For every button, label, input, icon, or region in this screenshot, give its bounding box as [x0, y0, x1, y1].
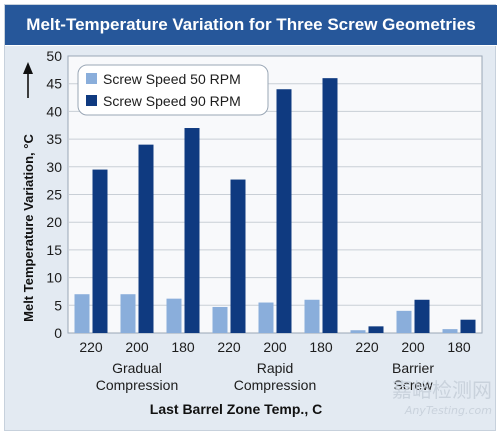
- x-tick-label: 200: [401, 339, 425, 355]
- y-tick-label: 5: [54, 297, 62, 313]
- bar-series-90rpm: [230, 179, 246, 333]
- y-tick-label: 25: [46, 187, 62, 203]
- group-label: Compression: [96, 377, 178, 393]
- bar-series-90rpm: [322, 78, 338, 333]
- bar-series-90rpm: [138, 144, 154, 333]
- x-tick-label: 220: [217, 339, 241, 355]
- chart-title: Melt-Temperature Variation for Three Scr…: [26, 15, 476, 34]
- y-tick-label: 0: [54, 325, 62, 341]
- y-tick-label: 35: [46, 131, 62, 147]
- bar-series-90rpm: [276, 89, 292, 334]
- x-tick-label: 200: [263, 339, 287, 355]
- group-label: Compression: [234, 377, 316, 393]
- x-tick-label: 220: [355, 339, 379, 355]
- y-tick-label: 30: [46, 159, 62, 175]
- group-label: Rapid: [257, 360, 294, 376]
- title-bar: Melt-Temperature Variation for Three Scr…: [5, 5, 497, 46]
- y-axis-title: Melt Temperature Variation, °C: [21, 134, 36, 322]
- legend-label: Screw Speed 50 RPM: [103, 71, 241, 87]
- group-label: Gradual: [112, 360, 162, 376]
- bar-series-90rpm: [92, 169, 108, 333]
- y-tick-label: 45: [46, 76, 62, 92]
- legend-swatch: [86, 95, 97, 106]
- x-axis-title: Last Barrel Zone Temp., C: [150, 401, 322, 417]
- bar-series-50rpm: [212, 306, 228, 333]
- bar-series-90rpm: [460, 319, 476, 333]
- x-tick-label: 180: [171, 339, 195, 355]
- bar-series-50rpm: [350, 330, 366, 333]
- bar-series-90rpm: [414, 299, 430, 333]
- bar-series-50rpm: [166, 298, 182, 333]
- group-label: Barrier: [392, 360, 434, 376]
- y-axis-arrow-head: [23, 62, 33, 74]
- x-tick-label: 180: [447, 339, 471, 355]
- bar-series-50rpm: [120, 294, 136, 333]
- bar-series-50rpm: [304, 299, 320, 333]
- bar-series-50rpm: [442, 329, 458, 333]
- y-tick-label: 10: [46, 270, 62, 286]
- bar-series-90rpm: [368, 326, 384, 333]
- legend-label: Screw Speed 90 RPM: [103, 93, 241, 109]
- group-label: Screw: [394, 377, 434, 393]
- y-tick-label: 20: [46, 214, 62, 230]
- x-tick-label: 180: [309, 339, 333, 355]
- watermark-subtext: AnyTesting.com: [404, 404, 492, 417]
- y-tick-label: 15: [46, 242, 62, 258]
- legend-swatch: [86, 73, 97, 84]
- bar-series-50rpm: [396, 310, 412, 333]
- y-tick-label: 40: [46, 103, 62, 119]
- bar-series-50rpm: [258, 302, 274, 333]
- x-tick-label: 200: [125, 339, 149, 355]
- bar-series-90rpm: [184, 128, 200, 333]
- y-tick-label: 50: [46, 48, 62, 64]
- watermark-text: 嘉峪检测网: [392, 378, 492, 402]
- legend-box: [77, 64, 269, 116]
- x-tick-label: 220: [79, 339, 103, 355]
- bar-series-50rpm: [74, 294, 90, 333]
